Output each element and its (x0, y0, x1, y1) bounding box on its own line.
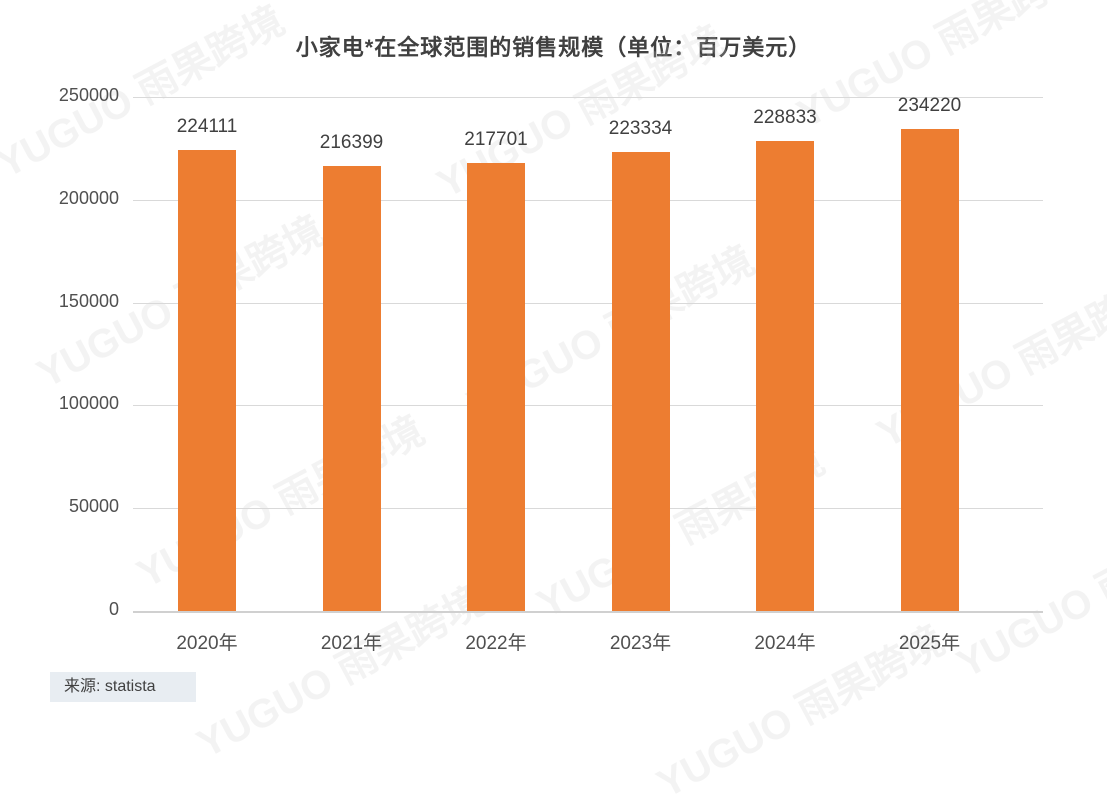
bar (322, 166, 381, 611)
chart-title: 小家电*在全球范围的销售规模（单位：百万美元） (295, 35, 812, 60)
plot-area: 224111 216399 217701 223334 228833 234220 (133, 95, 1043, 613)
bar (756, 140, 814, 611)
data-label: 224111 (176, 116, 238, 138)
bar (900, 129, 959, 611)
y-tick-label: 0 (108, 599, 119, 619)
bar (611, 151, 670, 611)
data-label: 234220 (897, 95, 962, 117)
x-tick-label: 2022年 (465, 633, 527, 654)
x-tick-label: 2023年 (609, 633, 672, 654)
gridline (133, 508, 1043, 510)
data-label: 217701 (464, 129, 528, 151)
gridline (133, 97, 1043, 98)
gridline (133, 611, 1043, 613)
x-tick-label: 2021年 (320, 633, 383, 654)
y-tick-label: 100000 (58, 393, 119, 414)
gridline (133, 302, 1043, 304)
data-label: 216399 (319, 132, 384, 154)
data-label: 228833 (753, 106, 817, 128)
y-tick-label: 50000 (68, 496, 119, 517)
bar (178, 150, 236, 611)
y-tick-label: 250000 (58, 85, 119, 105)
x-tick-label: 2024年 (754, 633, 816, 654)
x-tick-label: 2020年 (176, 633, 238, 654)
bar (467, 163, 525, 611)
gridline (133, 199, 1043, 201)
data-label: 223334 (608, 117, 673, 139)
y-tick-label: 200000 (58, 187, 119, 208)
y-tick-label: 150000 (58, 290, 119, 311)
gridline (133, 405, 1043, 407)
x-tick-label: 2025年 (898, 633, 961, 654)
source-label: 来源: statista (50, 672, 196, 702)
